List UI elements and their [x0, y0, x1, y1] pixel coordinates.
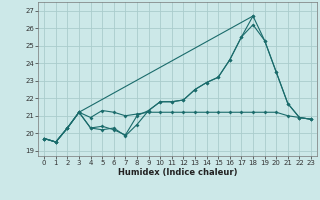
X-axis label: Humidex (Indice chaleur): Humidex (Indice chaleur) — [118, 168, 237, 177]
